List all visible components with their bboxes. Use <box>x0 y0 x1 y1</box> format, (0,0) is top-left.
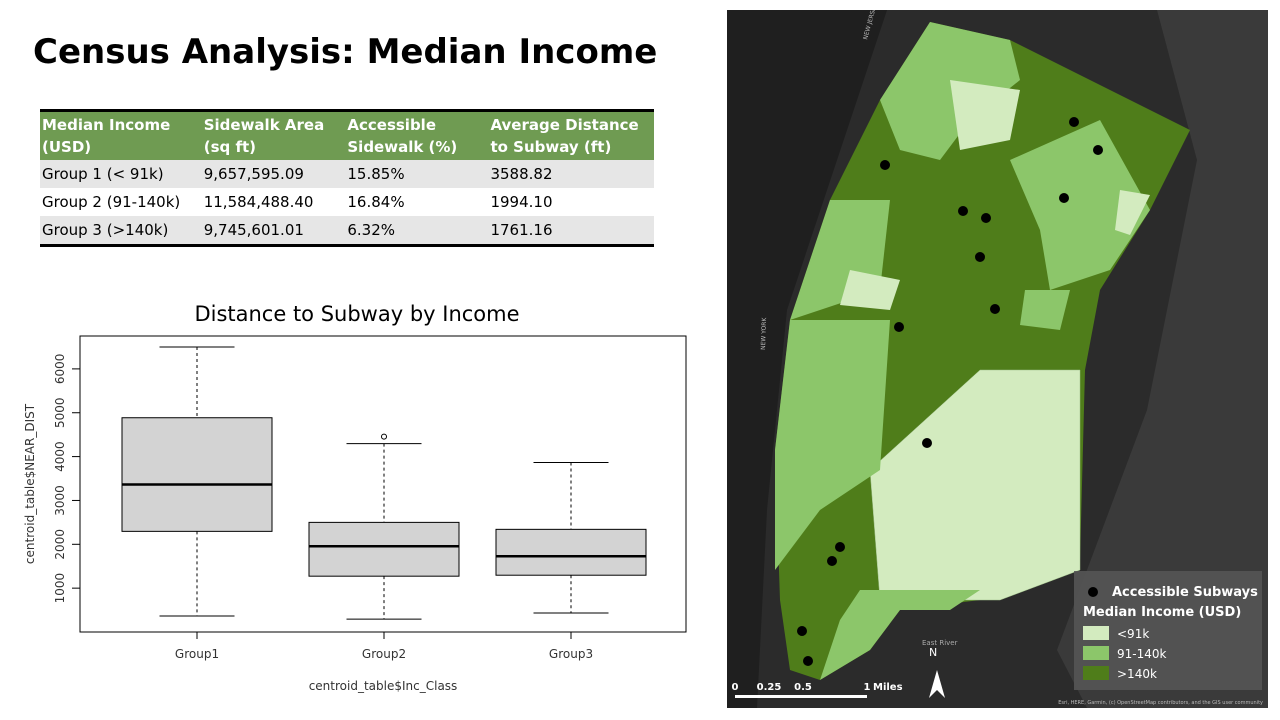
x-tick-label: Group2 <box>362 647 406 661</box>
y-tick-label: 2000 <box>53 529 67 560</box>
map-label: East River <box>922 639 958 647</box>
scale-label: 0.25 <box>757 682 782 693</box>
table-cell: 1761.16 <box>488 216 654 246</box>
attribution: Esri, HERE, Garmin, (c) OpenStreetMap co… <box>1058 700 1263 706</box>
table-cell: 15.85% <box>345 160 489 188</box>
box <box>121 417 273 532</box>
chart-title: Distance to Subway by Income <box>194 302 519 326</box>
subway-station <box>922 438 932 448</box>
scale-segment <box>735 695 803 698</box>
scale-bar: 0 0.25 0.5 1 Miles <box>732 682 903 698</box>
header-cell: Median Income (USD) <box>40 110 202 160</box>
table-row: Group 3 (>140k) 9,745,601.01 6.32% 1761.16 <box>40 216 654 246</box>
outlier <box>381 433 387 440</box>
legend-title: Median Income (USD) <box>1083 605 1241 620</box>
income-area <box>950 80 1020 150</box>
box-chart: Distance to Subway by Income centroid_ta… <box>23 302 687 693</box>
table-cell: 3588.82 <box>488 160 654 188</box>
river <box>727 10 887 708</box>
income-area <box>1010 120 1150 290</box>
income-area <box>1020 290 1070 330</box>
subway-station <box>1069 117 1079 127</box>
table-cell: Group 1 (< 91k) <box>40 160 202 188</box>
y-tick-label: 4000 <box>53 441 67 472</box>
subway-station <box>975 252 985 262</box>
header-cell: Average Distance to Subway (ft) <box>488 110 654 160</box>
legend-marker <box>1088 587 1098 597</box>
table-cell: 6.32% <box>345 216 489 246</box>
box <box>495 528 647 576</box>
map-label: NEW YORK <box>760 316 768 350</box>
scale-segment <box>803 695 867 698</box>
legend-label: <91k <box>1117 627 1149 641</box>
table-cell: 9,657,595.09 <box>201 160 346 188</box>
table-cell: Group 3 (>140k) <box>40 216 202 246</box>
subway-station <box>1093 145 1103 155</box>
data-table: Median Income (USD) Sidewalk Area (sq ft)… <box>40 109 654 247</box>
table-cell: Group 2 (91-140k) <box>42 193 181 211</box>
legend-label: Accessible Subways <box>1112 585 1258 600</box>
scale-label: 0.5 <box>794 682 812 693</box>
x-tick-label: Group3 <box>549 647 593 661</box>
y-tick-label: 1000 <box>53 573 67 604</box>
income-area <box>820 590 980 680</box>
table-row: Group 2 (91-140k) 11,584,488.40 16.84% 1994… <box>40 188 654 216</box>
subway-station <box>958 206 968 216</box>
table-header: Median Income (USD) Sidewalk Area (sq ft)… <box>40 110 654 160</box>
table-body: Group 1 (< 91k) 9,657,595.09 15.85% 3588.82… <box>40 160 654 246</box>
subway-stations <box>797 117 1103 666</box>
legend-label: >140k <box>1117 667 1157 681</box>
box <box>308 521 460 577</box>
table-cell: 11,584,488.40 <box>203 193 314 211</box>
income-area <box>840 270 900 310</box>
subway-station <box>990 304 1000 314</box>
legend-classes: <91k 91-140k >140k <box>1083 626 1167 681</box>
income-area <box>1115 190 1150 235</box>
subway-station <box>797 626 807 636</box>
scale-label: Miles <box>873 682 903 693</box>
table-row: Group 1 (< 91k) 9,657,595.09 15.85% 3588.82 <box>40 160 654 188</box>
scale-label: 1 <box>864 682 871 693</box>
x-axis-label: centroid_table$Inc_Class <box>309 679 458 693</box>
land <box>1057 10 1268 708</box>
north-label: N <box>929 646 937 659</box>
scale-label: 0 <box>732 682 739 693</box>
y-tick-label: 5000 <box>53 397 67 428</box>
y-axis-label: centroid_table$NEAR_DIST <box>23 403 37 564</box>
table-cell: 9,745,601.01 <box>201 216 346 246</box>
y-tick-label: 6000 <box>53 354 67 385</box>
legend-swatch <box>1083 626 1109 640</box>
subway-station <box>981 213 991 223</box>
table-cell: 1994.10 <box>490 193 553 211</box>
subway-station <box>827 556 837 566</box>
legend-swatch <box>1083 646 1109 660</box>
income-area <box>880 22 1020 160</box>
subway-station <box>835 542 845 552</box>
map: NEW JERSEY NEW YORK East River Accessibl… <box>727 10 1268 708</box>
table-cell: 16.84% <box>347 193 405 211</box>
header-cell: Sidewalk Area (sq ft) <box>201 110 346 160</box>
plot-frame <box>79 335 687 633</box>
subway-station <box>894 322 904 332</box>
income-area <box>775 320 890 570</box>
subway-station <box>880 160 890 170</box>
subway-station <box>1059 193 1069 203</box>
header-cell: Accessible Sidewalk (%) <box>345 110 489 160</box>
north-arrow <box>929 670 945 698</box>
slide-title: Census Analysis: Median Income <box>33 32 658 72</box>
x-tick-label: Group1 <box>175 647 219 661</box>
y-tick-label: 3000 <box>53 485 67 516</box>
legend-label: 91-140k <box>1117 647 1167 661</box>
subway-station <box>803 656 813 666</box>
legend-swatch <box>1083 666 1109 680</box>
